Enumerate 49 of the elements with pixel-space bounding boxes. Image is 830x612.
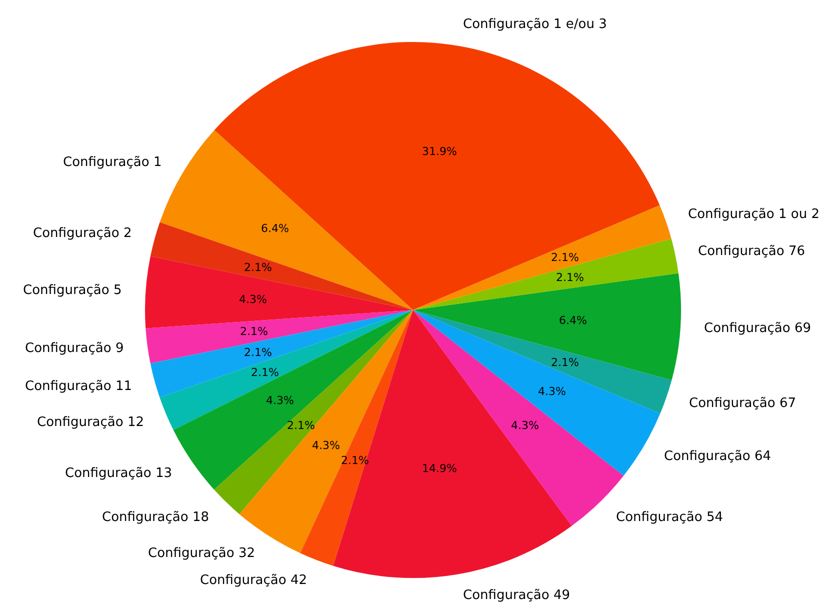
pie-slice bbox=[413, 205, 672, 310]
data-label: 2.1% bbox=[244, 346, 272, 359]
slice-label: Configuração 11 bbox=[25, 379, 132, 394]
data-label: 4.3% bbox=[266, 394, 294, 407]
data-label: 2.1% bbox=[240, 325, 268, 338]
slice-label: Configuração 9 bbox=[25, 341, 124, 356]
slice-label: Configuração 1 e/ou 3 bbox=[463, 17, 607, 32]
pie-slice bbox=[413, 238, 678, 310]
slice-label: Configuração 54 bbox=[616, 510, 724, 525]
slice-label: Configuração 1 ou 2 bbox=[688, 207, 820, 222]
data-label: 6.4% bbox=[261, 222, 289, 235]
data-label: 4.3% bbox=[538, 385, 566, 398]
data-label: 31.9% bbox=[422, 145, 457, 158]
pie-slice bbox=[145, 256, 413, 328]
slice-label: Configuração 67 bbox=[689, 396, 796, 411]
pie-slice bbox=[413, 273, 681, 380]
data-label: 2.1% bbox=[251, 366, 279, 379]
pie-slice bbox=[413, 310, 672, 414]
data-label: 2.1% bbox=[287, 419, 315, 432]
slice-label: Configuração 64 bbox=[664, 449, 772, 464]
slice-label: Configuração 2 bbox=[33, 226, 132, 241]
data-label: 4.3% bbox=[239, 293, 267, 306]
data-label: 4.3% bbox=[312, 439, 340, 452]
data-label: 14.9% bbox=[422, 462, 457, 475]
slice-label: Configuração 5 bbox=[23, 283, 122, 298]
pie-slice bbox=[160, 130, 413, 310]
data-label: 6.4% bbox=[559, 314, 587, 327]
slice-label: Configuração 18 bbox=[102, 510, 210, 525]
pie-slice bbox=[214, 42, 660, 310]
pie-slice bbox=[173, 310, 413, 490]
data-label: 2.1% bbox=[341, 454, 369, 467]
slice-label: Configuração 12 bbox=[37, 415, 144, 430]
data-label: 2.1% bbox=[556, 271, 584, 284]
data-label: 2.1% bbox=[551, 251, 579, 264]
slice-label: Configuração 49 bbox=[463, 588, 570, 603]
pie-slice bbox=[413, 310, 660, 476]
pie-slice bbox=[160, 310, 413, 430]
slice-label: Configuração 76 bbox=[698, 244, 806, 259]
slice-label: Configuração 32 bbox=[148, 546, 256, 561]
pie-slice bbox=[150, 310, 413, 398]
pie-slice bbox=[214, 310, 413, 514]
slice-label: Configuração 1 bbox=[63, 155, 162, 170]
data-label: 2.1% bbox=[244, 261, 272, 274]
pie-slice bbox=[150, 222, 413, 310]
slice-label: Configuração 69 bbox=[704, 321, 812, 336]
data-label: 2.1% bbox=[551, 356, 579, 369]
slice-label: Configuração 42 bbox=[200, 573, 308, 588]
data-label: 4.3% bbox=[511, 419, 539, 432]
slice-label: Configuração 13 bbox=[65, 466, 172, 481]
